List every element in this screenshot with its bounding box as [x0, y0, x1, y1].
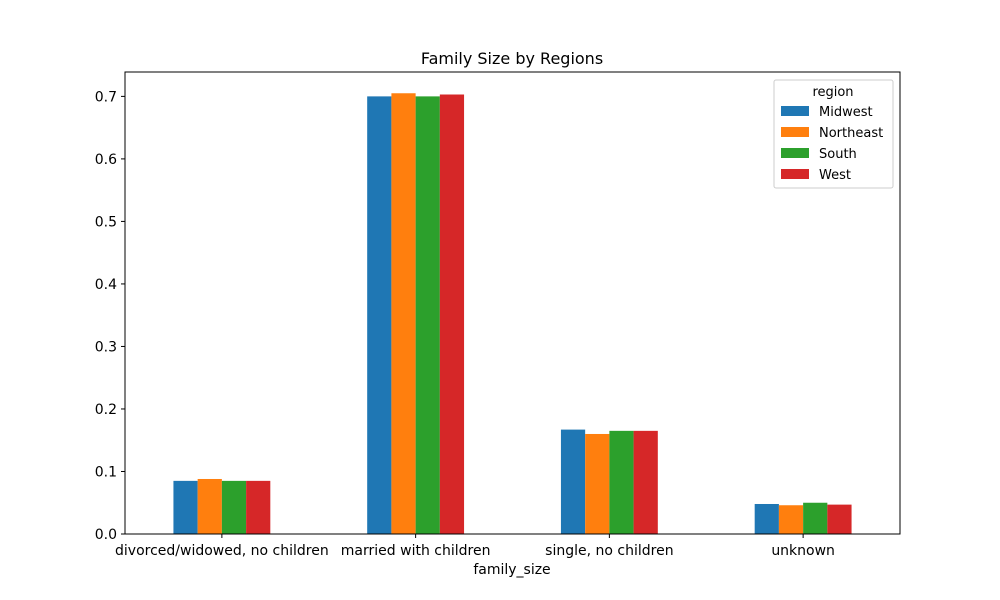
- plot-frame: [124, 71, 901, 535]
- x-tick-label: divorced/widowed, no children: [115, 543, 329, 559]
- bar-south-1: [415, 96, 440, 535]
- legend-swatch-west: [781, 169, 809, 179]
- bar-midwest-0: [173, 480, 198, 534]
- legend: region Midwest Northeast South West: [773, 79, 894, 189]
- legend-swatch-midwest: [781, 106, 809, 116]
- legend-label-south: South: [819, 147, 857, 162]
- bar-west-1: [439, 94, 465, 534]
- x-axis: divorced/widowed, no children married wit…: [115, 534, 835, 559]
- x-tick-label: single, no children: [545, 543, 673, 559]
- bar-south-2: [609, 430, 634, 534]
- bar-midwest-1: [367, 96, 392, 535]
- bar-west-0: [246, 480, 271, 534]
- bar-northeast-1: [391, 93, 416, 535]
- y-tick-label: 0.5: [95, 214, 117, 230]
- legend-label-west: West: [819, 168, 851, 183]
- x-tick-label: unknown: [771, 543, 835, 559]
- y-axis: 0.0 0.1 0.2 0.3 0.4 0.5 0.6 0.7: [95, 89, 125, 543]
- bar-south-0: [221, 480, 247, 534]
- bar-northeast-0: [197, 478, 222, 534]
- bar-midwest-3: [754, 503, 779, 534]
- bar-west-2: [633, 430, 658, 534]
- x-axis-label: family_size: [473, 562, 550, 578]
- legend-label-midwest: Midwest: [819, 105, 873, 120]
- bar-west-3: [827, 504, 852, 534]
- y-tick-label: 0.4: [95, 277, 117, 293]
- legend-swatch-northeast: [781, 127, 809, 137]
- x-tick-label: married with children: [341, 543, 491, 559]
- y-tick-label: 0.2: [95, 402, 117, 418]
- legend-title: region: [812, 85, 853, 100]
- legend-label-northeast: Northeast: [819, 126, 883, 141]
- bar-northeast-2: [585, 433, 610, 534]
- y-tick-label: 0.0: [95, 527, 117, 543]
- y-tick-label: 0.7: [95, 89, 117, 105]
- legend-entries: Midwest Northeast South West: [781, 105, 883, 183]
- y-tick-label: 0.1: [95, 464, 117, 480]
- bar-south-3: [803, 502, 828, 534]
- y-tick-label: 0.3: [95, 339, 117, 355]
- bar-northeast-3: [778, 505, 804, 534]
- chart-title: Family Size by Regions: [421, 49, 603, 68]
- bar-midwest-2: [560, 429, 586, 534]
- bars-group: [173, 93, 852, 535]
- y-tick-label: 0.6: [95, 152, 117, 168]
- legend-swatch-south: [781, 148, 809, 158]
